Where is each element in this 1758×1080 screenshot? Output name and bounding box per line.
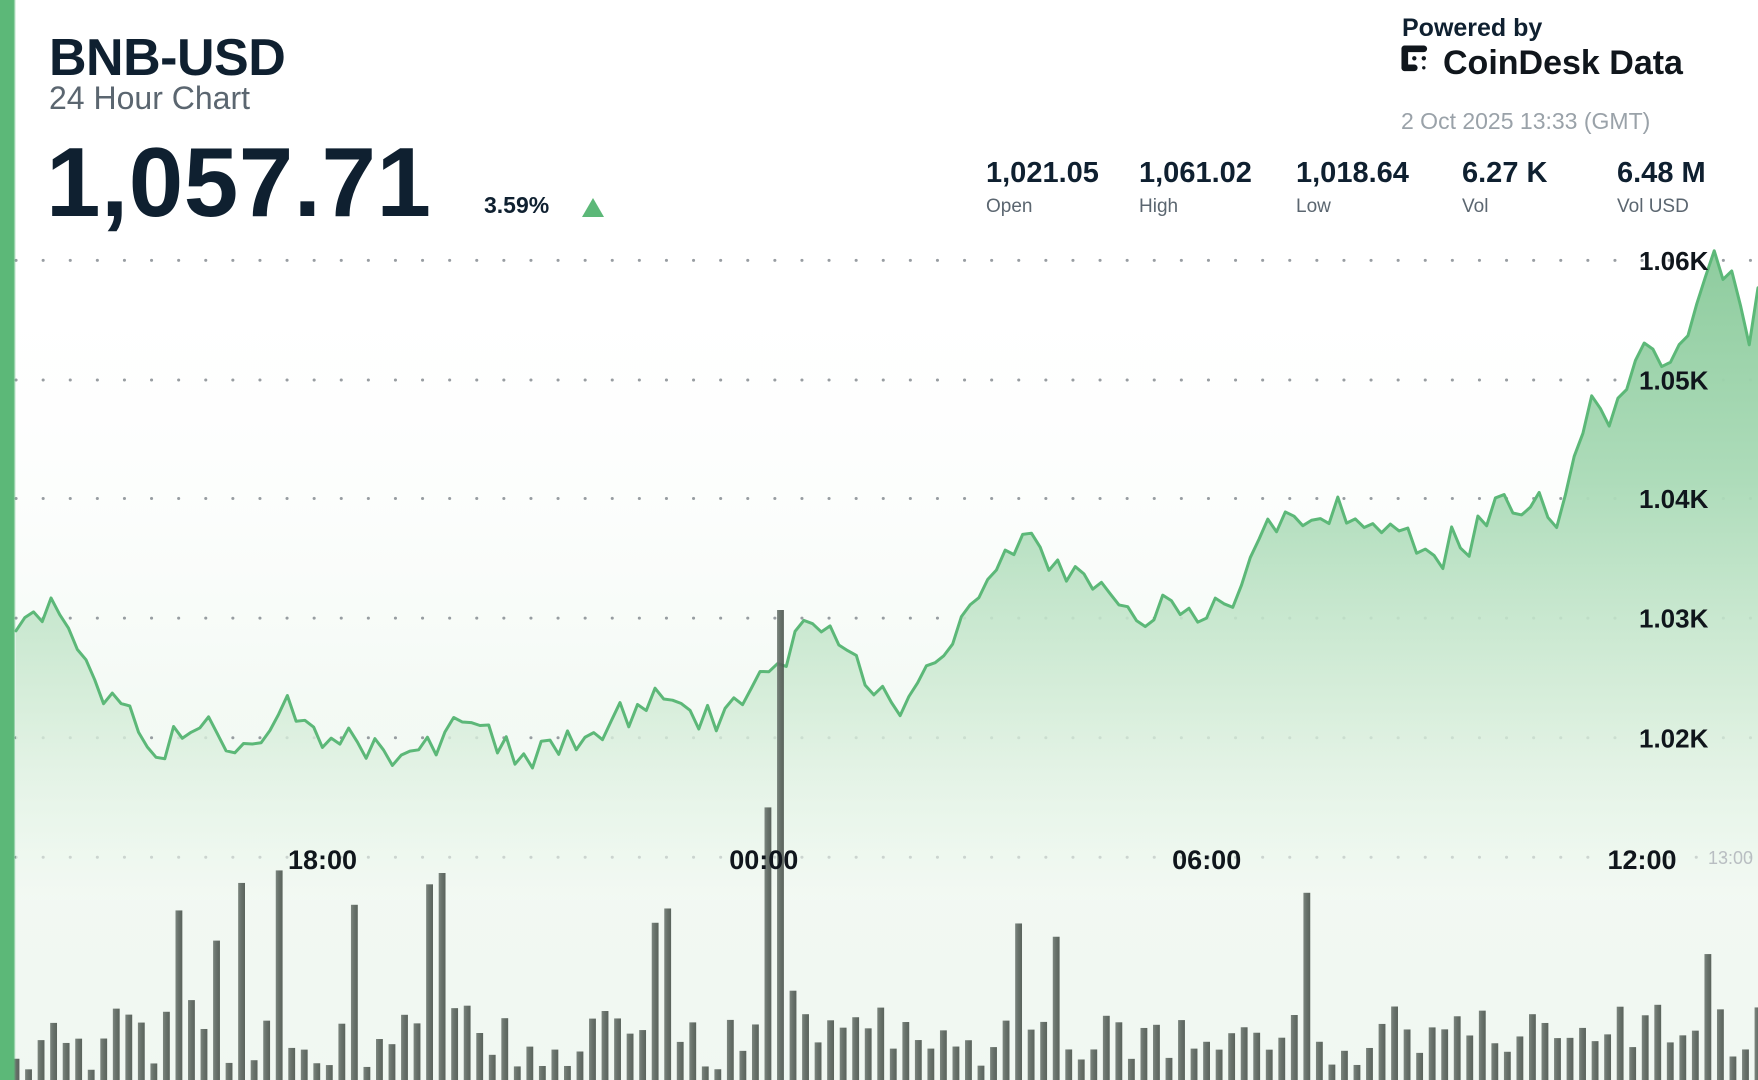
- svg-text:06:00: 06:00: [1172, 845, 1241, 875]
- svg-text:1.03K: 1.03K: [1639, 604, 1709, 634]
- svg-text:00:00: 00:00: [729, 845, 798, 875]
- svg-text:1.06K: 1.06K: [1639, 246, 1709, 276]
- svg-text:13:00: 13:00: [1708, 848, 1753, 868]
- svg-text:18:00: 18:00: [288, 845, 357, 875]
- svg-text:1.02K: 1.02K: [1639, 723, 1709, 753]
- svg-text:12:00: 12:00: [1607, 845, 1676, 875]
- svg-text:1.05K: 1.05K: [1639, 366, 1709, 396]
- svg-text:1.04K: 1.04K: [1639, 484, 1709, 514]
